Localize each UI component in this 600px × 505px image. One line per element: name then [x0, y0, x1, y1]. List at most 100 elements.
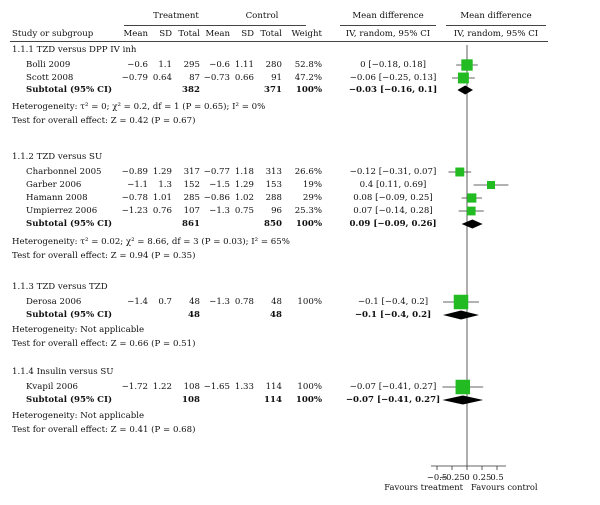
col-sd-c-header: SD: [241, 29, 254, 39]
study-square: [455, 379, 471, 395]
col-ci-plot-header: IV, random, 95% CI: [453, 29, 539, 39]
total-treatment: 108: [183, 382, 200, 392]
overall-effect-text: Test for overall effect: Z = 0.66 (P = 0…: [12, 339, 196, 349]
study-name: Hamann 2008: [26, 193, 88, 203]
study-name: Umpierrez 2006: [26, 206, 98, 216]
study-square: [453, 294, 469, 310]
sd-treatment: 0.76: [152, 206, 172, 216]
subtotal-total-treatment: 861: [182, 219, 200, 229]
sd-control: 0.66: [234, 73, 254, 83]
mean-difference-plot-header: Mean difference: [460, 11, 532, 21]
sd-control: 1.02: [234, 193, 254, 203]
favours-treatment-label: Favours treatment: [384, 482, 463, 492]
subtotal-total-treatment: 382: [182, 85, 200, 95]
subtotal-total-treatment: 48: [188, 310, 200, 320]
subtotal-diamond: [457, 85, 473, 95]
header-bottom-rule: [10, 41, 548, 42]
mean-difference-header: Mean difference: [352, 11, 424, 21]
sd-treatment: 0.7: [158, 297, 172, 307]
control-header-rule: [208, 25, 306, 26]
sd-treatment: 1.1: [158, 60, 172, 70]
x-tick-label: 0.5: [490, 472, 503, 482]
study-name: Bolli 2009: [26, 60, 71, 70]
sd-control: 0.75: [234, 206, 254, 216]
ci-text: −0.1 [−0.4, 0.2]: [357, 297, 429, 307]
subtotal-label: Subtotal (95% CI): [26, 85, 113, 95]
subtotal-weight: 100%: [295, 85, 322, 95]
total-control: 91: [271, 73, 282, 83]
treatment-group-header: Treatment: [153, 11, 199, 21]
sd-treatment: 0.64: [152, 73, 172, 83]
sd-treatment: 1.29: [152, 167, 172, 177]
x-tick-label: 0.25: [473, 472, 492, 482]
subtotal-weight: 100%: [295, 219, 322, 229]
study-name: Kvapil 2006: [26, 382, 78, 392]
overall-effect-text: Test for overall effect: Z = 0.94 (P = 0…: [12, 251, 196, 261]
total-control: 288: [265, 193, 282, 203]
sd-control: 0.78: [234, 297, 254, 307]
study-square: [461, 59, 473, 71]
group-title: 1.1.2 TZD versus SU: [12, 152, 103, 162]
subtotal-label: Subtotal (95% CI): [26, 219, 113, 229]
subtotal-total-control: 371: [264, 85, 282, 95]
md-plot-header-rule: [446, 25, 546, 26]
ci-text: −0.07 [−0.41, 0.27]: [349, 382, 437, 392]
mean-treatment: −0.78: [121, 193, 148, 203]
col-total-c-header: Total: [260, 29, 282, 39]
col-total-t-header: Total: [178, 29, 200, 39]
total-control: 153: [265, 180, 282, 190]
subtotal-diamond: [461, 219, 483, 229]
weight: 100%: [297, 297, 322, 307]
sd-control: 1.18: [234, 167, 254, 177]
study-square: [486, 180, 496, 190]
col-mean-t-header: Mean: [123, 29, 148, 39]
control-group-header: Control: [245, 11, 279, 21]
overall-effect-text: Test for overall effect: Z = 0.42 (P = 0…: [12, 116, 196, 126]
total-control: 48: [271, 297, 282, 307]
subtotal-ci-text: 0.09 [−0.09, 0.26]: [349, 219, 437, 229]
subtotal-ci-text: −0.1 [−0.4, 0.2]: [354, 310, 432, 320]
group-title: 1.1.1 TZD versus DPP IV inh: [12, 45, 137, 55]
subtotal-diamond: [442, 395, 484, 405]
subtotal-label: Subtotal (95% CI): [26, 310, 113, 320]
subtotal-total-control: 114: [264, 395, 282, 405]
x-tick-label: −0.5: [427, 472, 447, 482]
col-mean-c-header: Mean: [205, 29, 230, 39]
total-treatment: 107: [183, 206, 200, 216]
subtotal-total-treatment: 108: [182, 395, 200, 405]
study-name: Garber 2006: [26, 180, 82, 190]
favours-control-label: Favours control: [471, 482, 538, 492]
mean-treatment: −0.79: [121, 73, 148, 83]
weight: 29%: [302, 193, 322, 203]
study-square: [467, 193, 477, 203]
sd-treatment: 1.22: [152, 382, 172, 392]
study-square: [457, 72, 469, 84]
heterogeneity-text: Heterogeneity: τ² = 0.02; χ² = 8.66, df …: [12, 237, 290, 247]
ci-text: −0.12 [−0.31, 0.07]: [349, 167, 437, 177]
heterogeneity-text: Heterogeneity: Not applicable: [12, 325, 145, 335]
sd-control: 1.29: [234, 180, 254, 190]
ci-text: −0.06 [−0.25, 0.13]: [349, 73, 437, 83]
weight: 52.8%: [294, 60, 322, 70]
mean-control: −1.65: [203, 382, 230, 392]
mean-treatment: −1.4: [127, 297, 148, 307]
study-name: Scott 2008: [26, 73, 74, 83]
total-control: 280: [265, 60, 282, 70]
mean-control: −0.86: [203, 193, 230, 203]
sd-control: 1.33: [234, 382, 254, 392]
overall-effect-text: Test for overall effect: Z = 0.41 (P = 0…: [12, 425, 196, 435]
ci-text: 0.07 [−0.14, 0.28]: [353, 206, 433, 216]
mean-treatment: −1.23: [121, 206, 148, 216]
ci-text: 0.4 [0.11, 0.69]: [359, 180, 427, 190]
mean-treatment: −0.89: [121, 167, 148, 177]
subtotal-diamond: [443, 310, 479, 320]
study-name: Derosa 2006: [26, 297, 82, 307]
heterogeneity-text: Heterogeneity: Not applicable: [12, 411, 145, 421]
total-treatment: 87: [189, 73, 200, 83]
weight: 100%: [297, 382, 322, 392]
total-treatment: 285: [183, 193, 200, 203]
subtotal-ci-text: −0.07 [−0.41, 0.27]: [345, 395, 441, 405]
mean-treatment: −0.6: [127, 60, 148, 70]
sd-treatment: 1.3: [158, 180, 172, 190]
